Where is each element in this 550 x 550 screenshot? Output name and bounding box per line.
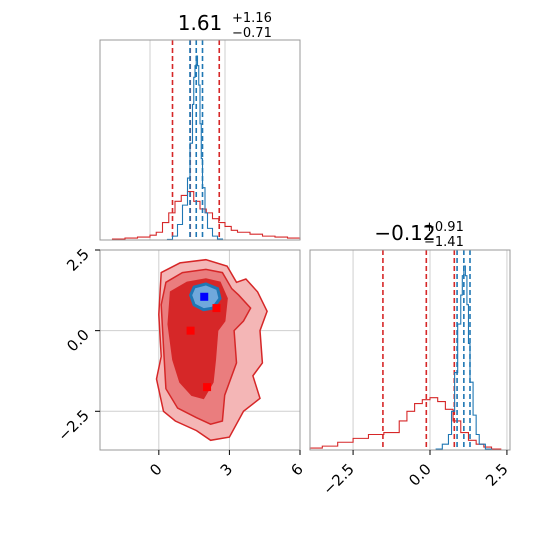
red-marker-0 — [186, 326, 195, 335]
bottom-right-xtick-label: 0.0 — [405, 460, 435, 490]
top-left-title-value: 1.61 — [178, 11, 223, 35]
bottom-left-ytick-label: 0.0 — [63, 326, 93, 356]
panel-bottom-left: 0 3 6 2.5 0.0 −2.5 — [54, 245, 306, 479]
red-marker-1 — [212, 304, 221, 313]
top-left-title-minus: −0.71 — [232, 26, 272, 41]
bottom-right-title-minus: −1.41 — [424, 235, 464, 250]
top-left-hist-series-0 — [100, 191, 301, 241]
bottom-right-frame — [309, 249, 511, 451]
bottom-left-ytick-label: −2.5 — [54, 406, 92, 444]
bottom-left-xtick-label: 3 — [217, 460, 236, 479]
bottom-left-xticks: 0 3 6 — [146, 450, 307, 480]
top-left-title-plus: +1.16 — [232, 11, 272, 26]
bottom-left-xtick-label: 6 — [287, 460, 306, 479]
top-left-hist-series-1 — [166, 55, 224, 240]
panel-bottom-right: −0.12 +0.91 −1.41 −2.5 0.0 2.5 — [309, 220, 512, 499]
top-left-frame — [99, 39, 301, 241]
red-marker-2 — [203, 383, 212, 392]
bottom-right-title-value: −0.12 — [374, 221, 435, 245]
bottom-left-ytick-label: 2.5 — [63, 245, 93, 275]
bottom-left-frame — [99, 249, 301, 451]
bottom-right-xticks: −2.5 0.0 2.5 — [319, 450, 512, 499]
blue-marker — [200, 292, 209, 301]
bottom-left-yticks: 2.5 0.0 −2.5 — [54, 245, 100, 445]
bottom-right-xtick-label: −2.5 — [319, 460, 357, 498]
top-left-title: 1.61 — [178, 11, 223, 35]
bottom-left-contours — [100, 249, 301, 450]
bottom-right-histograms — [309, 250, 508, 450]
bottom-right-xtick-label: 2.5 — [482, 460, 512, 490]
bottom-right-hist-series-0 — [309, 397, 502, 450]
top-left-histograms — [100, 40, 301, 241]
panel-top-left: 1.61 +1.16 −0.71 — [99, 11, 301, 241]
bottom-right-title-plus: +0.91 — [424, 220, 464, 235]
bottom-left-xtick-label: 0 — [146, 460, 165, 479]
